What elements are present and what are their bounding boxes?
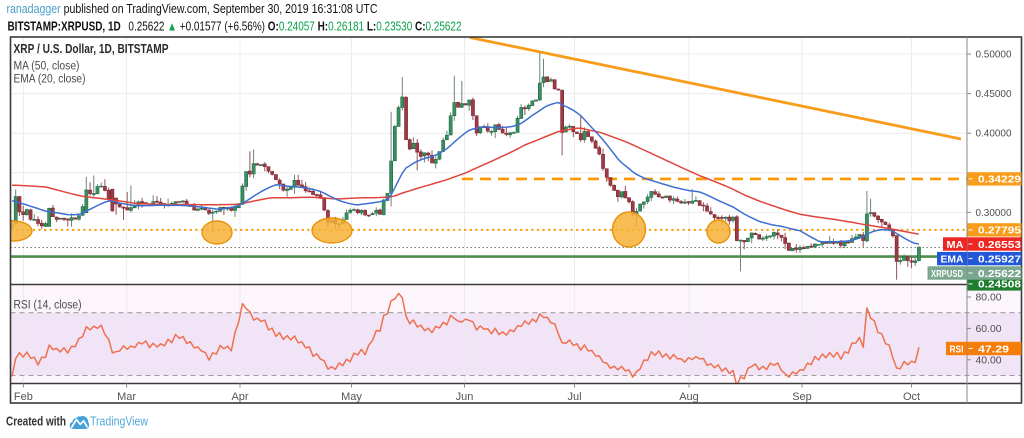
svg-text:0.25622: 0.25622 [978, 268, 1021, 280]
svg-text:0.25927: 0.25927 [978, 253, 1021, 265]
svg-text:May: May [341, 391, 362, 403]
svg-text:Aug: Aug [679, 391, 699, 403]
svg-text:XRPUSD: XRPUSD [931, 268, 963, 280]
svg-text:0.26553: 0.26553 [978, 239, 1021, 251]
svg-text:EMA (20, close): EMA (20, close) [14, 74, 86, 86]
svg-text:XRP / U.S. Dollar, 1D, BITSTAM: XRP / U.S. Dollar, 1D, BITSTAMP [14, 42, 169, 56]
svg-text:Created with: Created with [6, 414, 66, 429]
svg-text:Mar: Mar [117, 391, 136, 403]
svg-text:MA: MA [947, 239, 964, 251]
svg-text:TradingView: TradingView [90, 414, 148, 429]
svg-text:0.45000: 0.45000 [976, 88, 1012, 100]
svg-text:Jul: Jul [567, 391, 581, 403]
svg-text:0.40000: 0.40000 [976, 128, 1012, 140]
svg-text:Apr: Apr [231, 391, 248, 403]
svg-text:0.50000: 0.50000 [976, 49, 1012, 61]
svg-text:Oct: Oct [903, 391, 920, 403]
svg-text:MA (50, close): MA (50, close) [14, 61, 80, 73]
svg-text:0.34229: 0.34229 [978, 174, 1021, 186]
svg-text:0.24508: 0.24508 [978, 279, 1021, 291]
svg-text:80.00: 80.00 [976, 292, 1002, 304]
svg-text:0.27795: 0.27795 [978, 225, 1021, 237]
svg-text:60.00: 60.00 [976, 323, 1002, 335]
svg-text:Jun: Jun [456, 391, 474, 403]
svg-text:RSI: RSI [950, 343, 964, 355]
svg-text:BITSTAMP:XRPUSD, 1D 0.25622 ▲: BITSTAMP:XRPUSD, 1D 0.25622 ▲ +0.01577 (… [8, 20, 462, 34]
svg-text:0.30000: 0.30000 [976, 207, 1012, 219]
svg-text:Feb: Feb [14, 391, 33, 403]
svg-text:RSI (14, close): RSI (14, close) [14, 300, 82, 312]
svg-text:Sep: Sep [792, 391, 812, 403]
svg-text:47.29: 47.29 [978, 343, 1009, 355]
svg-text:EMA: EMA [941, 253, 964, 265]
svg-text:40.00: 40.00 [976, 354, 1002, 366]
svg-text:ranadagger published on Tradin: ranadagger published on TradingView.com,… [7, 2, 378, 16]
